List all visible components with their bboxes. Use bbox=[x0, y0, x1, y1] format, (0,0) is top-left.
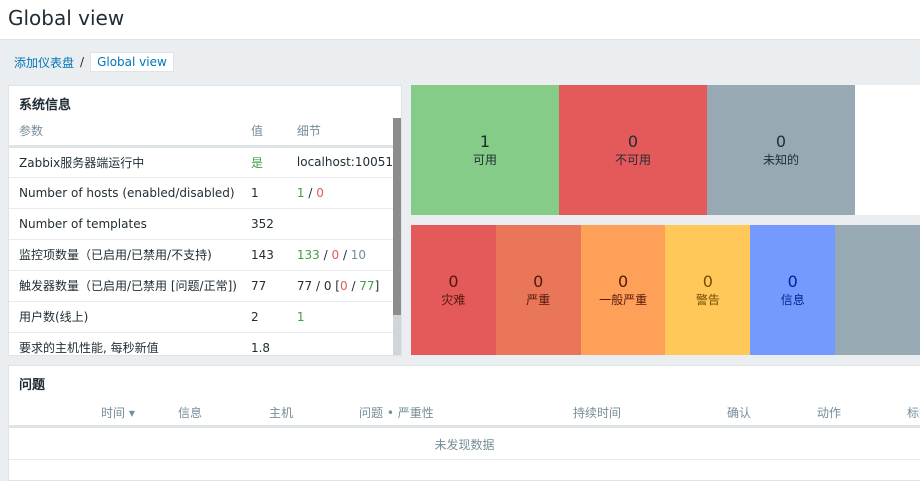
value: 1 bbox=[240, 177, 287, 209]
detail: 1 / 0 bbox=[286, 177, 393, 209]
column-ack: 确认 bbox=[727, 406, 752, 420]
value: 143 bbox=[240, 239, 287, 271]
column-info: 信息 bbox=[178, 406, 203, 420]
widget-title: 系统信息 bbox=[19, 98, 72, 113]
column-header: 值 bbox=[240, 116, 287, 148]
table-row: 监控项数量（已启用/已禁用/不支持) 143 133 / 0 / 10 bbox=[9, 239, 393, 271]
tile-host_availability-0[interactable]: 1 可用 bbox=[411, 85, 559, 215]
param: 要求的主机性能, 每秒新值 bbox=[9, 332, 241, 355]
tile-count: 0 bbox=[775, 132, 787, 151]
value: 352 bbox=[240, 208, 287, 240]
tile-count: 0 bbox=[787, 272, 798, 291]
tile-count: 0 bbox=[702, 272, 713, 291]
enabled-count: 133 bbox=[296, 247, 320, 262]
tile-label: 信息 bbox=[780, 293, 805, 307]
table-row: 要求的主机性能, 每秒新值 1.8 bbox=[9, 332, 393, 355]
detail: localhost:10051 bbox=[286, 146, 393, 178]
param: 监控项数量（已启用/已禁用/不支持) bbox=[9, 239, 241, 271]
scrollbar[interactable] bbox=[393, 118, 401, 355]
scrollbar-thumb[interactable] bbox=[393, 118, 401, 315]
tile-problems_by_severity-2[interactable]: 0 一般严重 bbox=[580, 225, 666, 355]
tile-label: 一般严重 bbox=[599, 293, 648, 307]
param: 触发器数量（已启用/已禁用 [问题/正常]) bbox=[9, 270, 241, 302]
disabled-count: 0 bbox=[331, 247, 340, 262]
tile-host_availability-2[interactable]: 0 未知的 bbox=[707, 85, 855, 215]
tile-label: 严重 bbox=[526, 293, 551, 307]
online-count: 1 bbox=[286, 301, 393, 333]
page-header: Global view bbox=[0, 0, 920, 40]
tile-problems_by_severity-1[interactable]: 0 严重 bbox=[495, 225, 581, 355]
column-host: 主机 bbox=[269, 406, 294, 420]
tile-problems_by_severity-4[interactable]: 0 信息 bbox=[750, 225, 836, 355]
problems-table-header: 时间 ▾ 信息 主机 问题 • 严重性 持续时间 确认 动作 标签 bbox=[9, 404, 920, 428]
widget-title: 问题 bbox=[19, 378, 46, 393]
breadcrumb-dashboards-link[interactable]: 添加仪表盘 bbox=[14, 55, 75, 70]
tile-label: 不可用 bbox=[614, 153, 651, 167]
column-problem-severity: 问题 • 严重性 bbox=[359, 406, 434, 420]
column-actions: 动作 bbox=[817, 406, 842, 420]
column-header: 参数 bbox=[9, 116, 241, 148]
column-time[interactable]: 时间 ▾ bbox=[101, 406, 135, 420]
detail: 77 / 0 [0 / 77] bbox=[286, 270, 393, 302]
enabled-count: 1 bbox=[296, 185, 305, 200]
tile-count: 1 bbox=[479, 132, 491, 151]
page-title: Global view bbox=[8, 6, 125, 30]
breadcrumb: 添加仪表盘 / Global view bbox=[14, 52, 174, 72]
param: Number of hosts (enabled/disabled) bbox=[9, 177, 241, 209]
detail: 133 / 0 / 10 bbox=[286, 239, 393, 271]
tile-problems_by_severity-5[interactable] bbox=[835, 225, 920, 355]
tile-problems_by_severity-0[interactable]: 0 灾难 bbox=[411, 225, 496, 355]
table-row: 用户数(线上) 2 1 bbox=[9, 301, 393, 333]
breadcrumb-separator: / bbox=[80, 55, 85, 69]
param: Zabbix服务器端运行中 bbox=[9, 146, 241, 178]
column-duration: 持续时间 bbox=[573, 406, 622, 420]
param: Number of templates bbox=[9, 208, 241, 240]
no-data-message: 未发现数据 bbox=[9, 431, 920, 460]
table-row: Zabbix服务器端运行中是 localhost:10051 bbox=[9, 146, 393, 178]
tile-problems_by_severity-3[interactable]: 0 警告 bbox=[665, 225, 751, 355]
tile-label: 警告 bbox=[695, 293, 720, 307]
value: 1.8 bbox=[240, 332, 287, 355]
trigger-counts: 77 / 0 [ bbox=[296, 278, 340, 293]
tile-count: 0 bbox=[617, 272, 629, 291]
tile-count: 0 bbox=[627, 132, 639, 151]
disabled-count: 0 bbox=[316, 185, 324, 200]
breadcrumb-current[interactable]: Global view bbox=[90, 52, 174, 72]
value: 2 bbox=[240, 301, 287, 333]
value: 77 bbox=[240, 270, 287, 302]
tile-label: 可用 bbox=[472, 153, 497, 167]
table-row: Number of hosts (enabled/disabled) 1 1 / 0 bbox=[9, 177, 393, 209]
system-info-widget: 系统信息 参数值细节 Zabbix服务器端运行中是 localhost:10051… bbox=[8, 85, 402, 356]
tile-host_availability-1[interactable]: 0 不可用 bbox=[559, 85, 707, 215]
system-info-table: 参数值细节 Zabbix服务器端运行中是 localhost:10051 Numb… bbox=[9, 116, 393, 355]
problems-widget: 问题 时间 ▾ 信息 主机 问题 • 严重性 持续时间 确认 动作 标签 未发现… bbox=[8, 365, 920, 481]
tile-label: 灾难 bbox=[441, 293, 466, 307]
tile-label: 未知的 bbox=[762, 153, 799, 167]
host-availability-widget: 1 可用 0 不可用 0 未知的 bbox=[411, 85, 920, 215]
tile-count: 0 bbox=[448, 272, 459, 291]
problems-by-severity-widget: 0 灾难 0 严重 0 一般严重 0 警告 0 信息 bbox=[411, 225, 920, 355]
tile-count: 0 bbox=[533, 272, 544, 291]
problem-count: 0 bbox=[339, 278, 348, 293]
column-tags: 标签 bbox=[907, 406, 920, 420]
table-row: 触发器数量（已启用/已禁用 [问题/正常]) 77 77 / 0 [0 / 77] bbox=[9, 270, 393, 302]
value: 是 bbox=[240, 146, 287, 178]
unsupported-count: 10 bbox=[350, 247, 367, 262]
column-header: 细节 bbox=[286, 116, 393, 148]
table-row: Number of templates 352 bbox=[9, 208, 393, 240]
ok-count: 77 bbox=[359, 278, 375, 293]
param: 用户数(线上) bbox=[9, 301, 241, 333]
